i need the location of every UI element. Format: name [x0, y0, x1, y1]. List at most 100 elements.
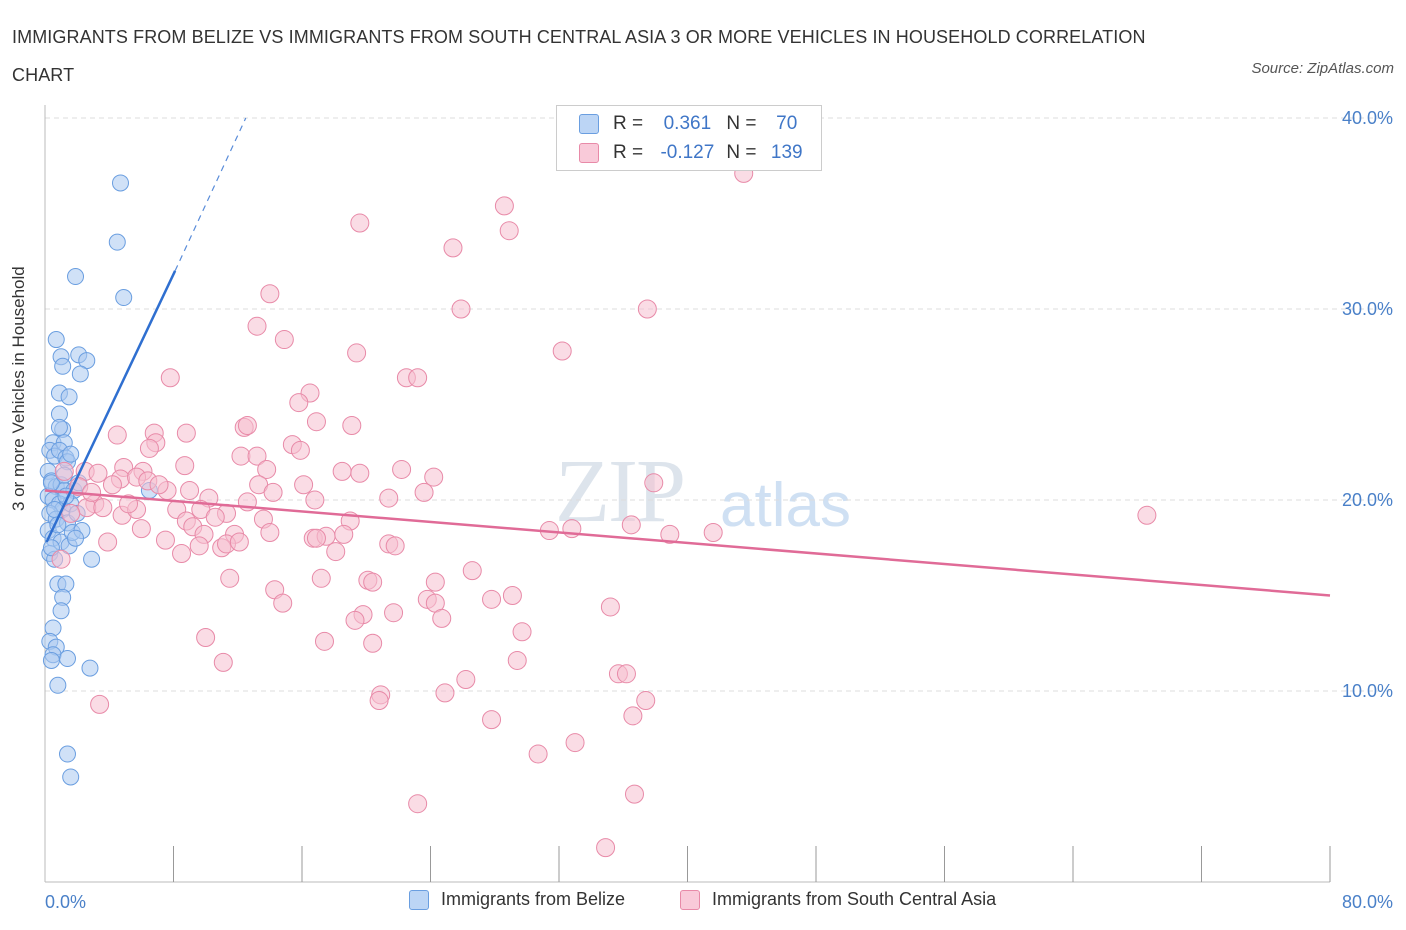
sca-point — [334, 524, 354, 544]
sca-point — [342, 416, 362, 436]
watermark-atlas: atlas — [720, 471, 851, 540]
sca-point — [502, 586, 522, 605]
sca-point — [237, 416, 257, 436]
legend-row-sca: R = -0.127 N = 139 — [579, 138, 812, 168]
belize-point — [67, 268, 85, 286]
sca-point — [119, 494, 139, 514]
n-label: N = — [726, 142, 762, 163]
y-tick-label: 10.0% — [1342, 681, 1393, 701]
sca-point — [220, 568, 240, 588]
sca-point — [435, 683, 455, 703]
r-label: R = — [613, 113, 649, 134]
sca-point — [213, 652, 233, 672]
sca-point — [260, 284, 280, 304]
sca-point — [260, 522, 280, 542]
axes — [44, 105, 1331, 883]
sca-point — [621, 515, 641, 535]
sca-point — [273, 593, 293, 613]
sca-point — [637, 299, 657, 319]
sca-point — [176, 423, 196, 443]
belize-point — [62, 445, 80, 463]
sca-point — [644, 473, 664, 493]
sca-point — [623, 706, 643, 726]
sca-point — [294, 475, 314, 495]
sca-point — [54, 461, 74, 481]
sca-point — [414, 482, 434, 502]
sca-point — [107, 425, 127, 445]
legend-row-belize: R = 0.361 N = 70 — [579, 109, 812, 139]
sca-point — [703, 522, 723, 542]
belize-point — [67, 529, 85, 547]
n-value: 139 — [770, 142, 803, 163]
sca-point — [451, 299, 471, 319]
sca-point — [424, 467, 444, 487]
trend-lines — [44, 117, 1331, 597]
sca-point — [98, 532, 118, 552]
belize-point — [62, 768, 80, 786]
belize-point — [58, 745, 76, 763]
sca-point — [384, 603, 404, 623]
belize-point — [111, 174, 129, 192]
x-tick-label: 0.0% — [45, 892, 86, 912]
belize-point — [108, 233, 126, 251]
belize-trend-extension — [174, 117, 247, 272]
n-label: N = — [726, 113, 762, 134]
sca-point — [565, 733, 585, 753]
belize-point — [81, 659, 99, 677]
belize-point — [54, 357, 72, 375]
sca-point — [314, 631, 334, 651]
sca-point — [196, 628, 216, 648]
sca-point — [326, 542, 346, 562]
sca-point — [311, 568, 331, 588]
sca-point — [149, 475, 169, 495]
sca-point — [363, 572, 383, 592]
sca-point — [247, 316, 267, 336]
sca-point — [660, 524, 680, 544]
sca-point — [425, 572, 445, 592]
y-axis-label: 3 or more Vehicles in Household — [9, 266, 28, 511]
legend-label-belize: Immigrants from Belize — [441, 889, 626, 909]
sca-points — [51, 163, 1157, 858]
r-value: -0.127 — [660, 142, 715, 163]
sca-point — [257, 459, 277, 479]
sca-point — [408, 794, 428, 814]
belize-point — [58, 650, 76, 668]
x-tick-label: 80.0% — [1342, 892, 1393, 912]
sca-point — [305, 490, 325, 510]
sca-point — [93, 498, 113, 518]
sca-point — [247, 446, 267, 466]
sca-point — [139, 438, 159, 458]
legend-item-belize: Immigrants from Belize — [409, 889, 625, 910]
chart-title: IMMIGRANTS FROM BELIZE VS IMMIGRANTS FRO… — [12, 27, 1146, 85]
sca-point — [306, 528, 326, 548]
sca-point — [180, 480, 200, 500]
sca-point — [88, 463, 108, 483]
sca-point — [90, 694, 110, 714]
belize-point — [60, 388, 78, 406]
sca-point — [51, 549, 71, 569]
sca-point — [102, 475, 122, 495]
legend-label-sca: Immigrants from South Central Asia — [712, 889, 997, 909]
sca-legend-swatch — [680, 889, 700, 910]
sca-point — [528, 744, 548, 764]
grid-lines — [45, 117, 1390, 692]
sca-point — [369, 691, 389, 711]
belize-trend-line — [45, 270, 177, 543]
y-tick-label: 30.0% — [1342, 299, 1393, 319]
y-tick-label: 20.0% — [1342, 490, 1393, 510]
sca-point — [408, 368, 428, 388]
series-legend: Immigrants from Belize Immigrants from S… — [0, 889, 1406, 915]
sca-point — [494, 196, 514, 216]
sca-point — [229, 532, 249, 552]
belize-point — [83, 550, 101, 568]
belize-point — [71, 365, 89, 383]
belize-point — [49, 676, 67, 694]
r-value: 0.361 — [663, 113, 712, 134]
sca-point — [616, 664, 636, 684]
sca-point — [379, 488, 399, 508]
sca-point — [443, 238, 463, 258]
sca-swatch — [579, 143, 599, 163]
sca-point — [636, 691, 656, 711]
sca-point — [462, 561, 482, 581]
sca-point — [82, 482, 102, 502]
